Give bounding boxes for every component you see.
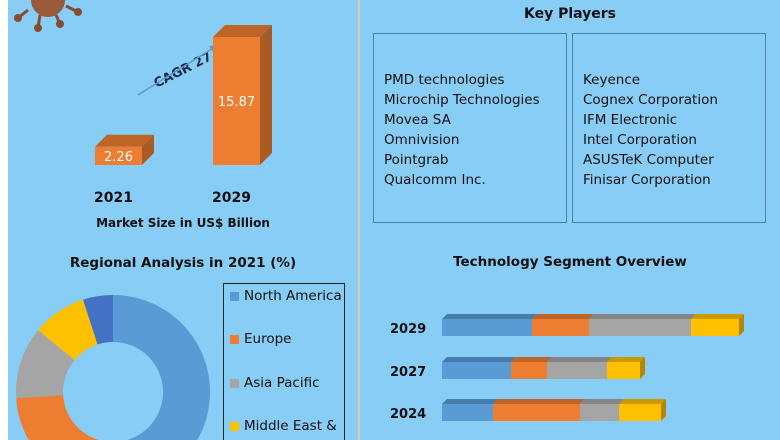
key-players-title: Key Players	[523, 6, 617, 22]
regional-title: Regional Analysis in 2021 (%)	[69, 255, 297, 271]
infographic: CAGR 27.53 2.26 2021 15.87 2029 Market Size …	[8, 0, 780, 440]
key-players-left: PMD technologies Microchip Technologies …	[373, 33, 567, 223]
key-players-right: Keyence Cognex Corporation IFM Electroni…	[572, 33, 766, 223]
player: Pointgrab	[384, 152, 449, 168]
segment-bar	[442, 404, 493, 421]
legend-item: Middle East &	[230, 418, 337, 435]
virus-icon	[14, 0, 82, 32]
segment-bar	[580, 404, 619, 421]
year-label: 2029	[390, 322, 426, 337]
segment-top	[511, 357, 552, 362]
player: Keyence	[583, 72, 641, 88]
segment-bar	[607, 362, 640, 379]
legend-item: Asia Pacific	[230, 375, 320, 392]
player: Movea SA	[384, 112, 451, 128]
bar-side	[260, 25, 272, 165]
segment-bar	[547, 362, 607, 379]
segment-top	[442, 314, 537, 319]
player: PMD technologies	[384, 72, 505, 88]
bar-value: 15.87	[218, 95, 255, 110]
segment-bar	[589, 319, 691, 336]
player: Microchip Technologies	[384, 92, 540, 108]
tech-segment-chart: 2029 2027 2024	[390, 314, 744, 422]
segment-top	[691, 314, 744, 319]
year-label: 2027	[390, 365, 426, 380]
legend-label: Middle East &	[244, 418, 337, 434]
legend-item: Europe	[230, 331, 291, 348]
segment-bar	[619, 404, 661, 421]
segment-bar	[493, 404, 580, 421]
player: Intel Corporation	[583, 132, 697, 148]
category-label: 2021	[94, 190, 133, 206]
bar-2021	[95, 146, 142, 165]
player: Finisar Corporation	[583, 172, 711, 188]
bar-top	[213, 25, 272, 37]
segment-bar	[691, 319, 739, 336]
legend-label: North America	[244, 288, 342, 304]
legend-swatch	[230, 422, 239, 431]
segment-bar	[442, 319, 532, 336]
regional-legend: North America Europe Asia Pacific Middle…	[223, 283, 345, 440]
segment-top	[619, 399, 666, 404]
category-label: 2029	[212, 190, 251, 206]
segment-bar	[511, 362, 547, 379]
segment-end	[739, 314, 744, 336]
tech-title: Technology Segment Overview	[453, 254, 687, 270]
market-size-label: Market Size in US$ Billion	[96, 216, 270, 230]
donut-slice-europe	[16, 395, 104, 440]
bar-2029	[213, 37, 260, 165]
legend-label: Europe	[244, 331, 292, 347]
legend-label: Asia Pacific	[244, 375, 320, 391]
bar-side	[142, 134, 154, 165]
year-label: 2024	[390, 407, 426, 422]
segment-top	[532, 314, 594, 319]
player: Qualcomm Inc.	[384, 172, 486, 188]
donut-slice-north-america	[94, 295, 210, 440]
legend-swatch	[230, 335, 239, 344]
player: ASUSTeK Computer	[583, 152, 714, 168]
segment-top	[493, 399, 585, 404]
segment-end	[640, 357, 645, 379]
segment-top	[442, 357, 516, 362]
legend-swatch	[230, 379, 239, 388]
bar-top	[95, 134, 154, 147]
legend-swatch	[230, 292, 239, 301]
segment-top	[589, 314, 696, 319]
segment-top	[547, 357, 612, 362]
donut-slice-asia-pacific	[16, 330, 75, 399]
player: Omnivision	[384, 132, 460, 148]
segment-bar	[532, 319, 589, 336]
regional-donut-chart	[16, 295, 210, 440]
segment-top	[607, 357, 645, 362]
cagr-arrow	[137, 44, 219, 96]
segment-top	[442, 399, 498, 404]
bar-value: 2.26	[104, 150, 133, 165]
donut-slice-south-america	[83, 295, 113, 345]
segment-bar	[442, 362, 511, 379]
player: Cognex Corporation	[583, 92, 718, 108]
segment-end	[661, 399, 666, 421]
divider	[358, 0, 360, 440]
legend-item: North America	[230, 288, 342, 305]
segment-top	[580, 399, 624, 404]
player: IFM Electronic	[583, 112, 678, 128]
donut-slice-middle-east	[38, 299, 98, 361]
